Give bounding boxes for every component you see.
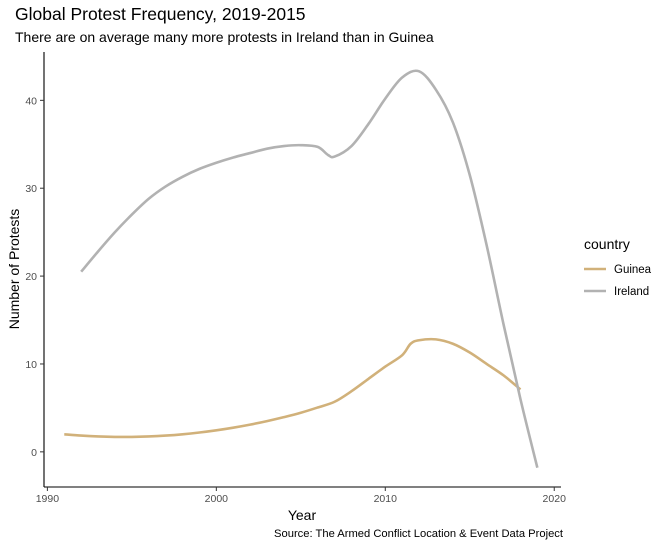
- x-axis-title: Year: [288, 507, 317, 523]
- y-tick-label: 30: [25, 183, 37, 195]
- legend: country Guinea Ireland: [584, 236, 652, 298]
- series-line-guinea: [64, 337, 522, 439]
- legend-label-guinea: Guinea: [614, 264, 652, 276]
- y-tick-label: 40: [25, 95, 37, 107]
- legend-label-ireland: Ireland: [614, 286, 649, 298]
- x-axis: 1990 2000 2010 2020: [36, 486, 567, 505]
- legend-title: country: [584, 236, 630, 252]
- y-tick-label: 10: [25, 359, 37, 371]
- y-axis-title: Number of Protests: [6, 209, 22, 330]
- x-tick-label: 1990: [36, 493, 60, 505]
- chart-subtitle: There are on average many more protests …: [15, 29, 434, 45]
- x-tick-label: 2010: [374, 493, 398, 505]
- y-axis: 0 10 20 30 40: [25, 52, 45, 487]
- y-tick-label: 20: [25, 271, 37, 283]
- chart-caption: Source: The Armed Conflict Location & Ev…: [274, 528, 563, 540]
- plot-area: [64, 69, 539, 468]
- series-line-ireland: [80, 69, 539, 468]
- y-tick-label: 0: [31, 447, 37, 459]
- x-tick-label: 2020: [543, 493, 567, 505]
- x-tick-label: 2000: [205, 493, 229, 505]
- chart-title: Global Protest Frequency, 2019-2015: [15, 4, 306, 24]
